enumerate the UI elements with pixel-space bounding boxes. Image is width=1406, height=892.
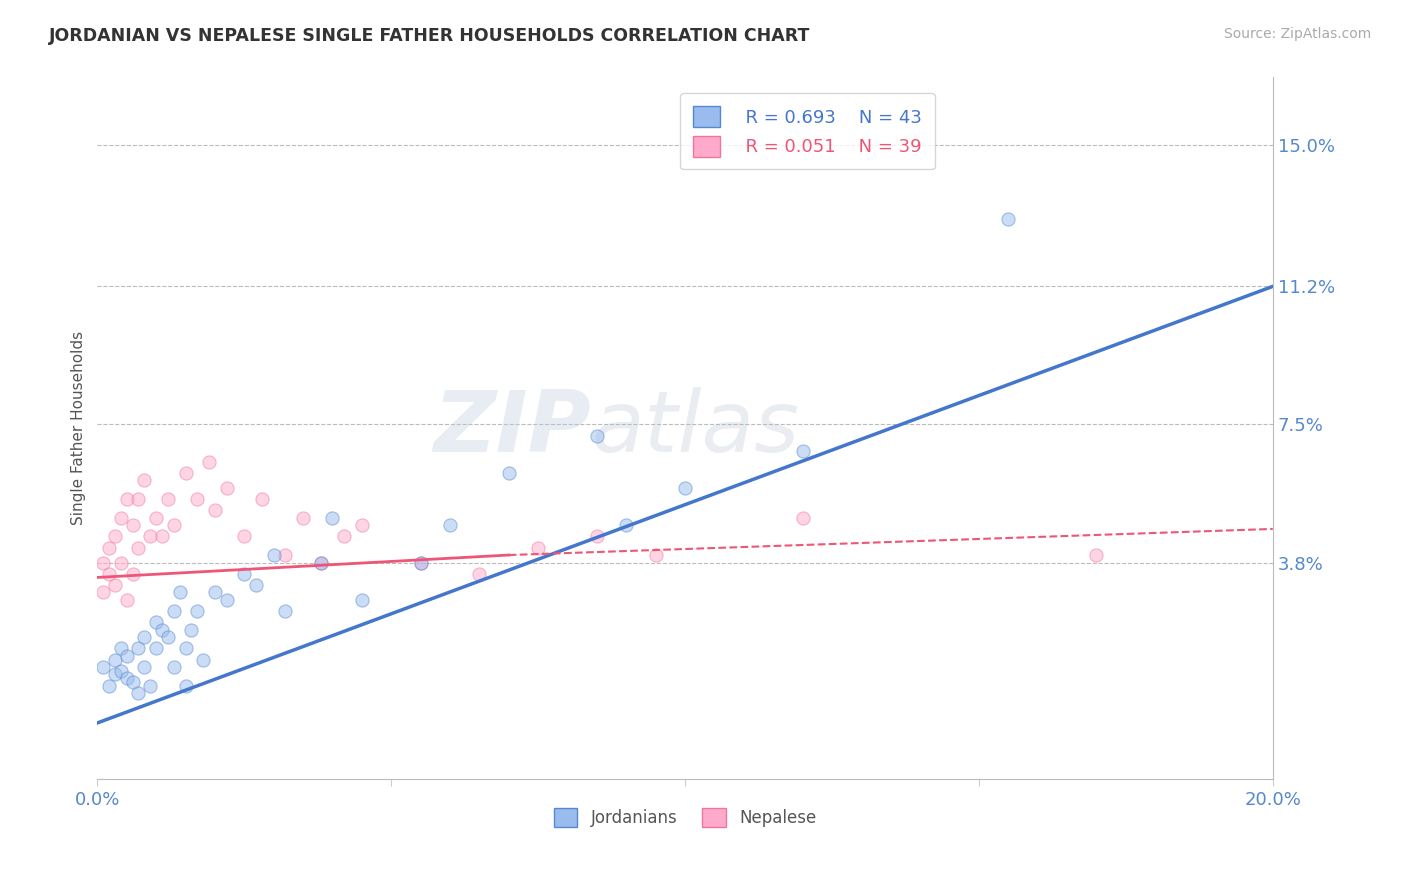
Point bbox=[527, 541, 550, 555]
Point bbox=[163, 518, 186, 533]
Point bbox=[156, 630, 179, 644]
Point bbox=[792, 510, 814, 524]
Point bbox=[586, 428, 609, 442]
Point bbox=[104, 652, 127, 666]
Point bbox=[292, 510, 315, 524]
Point bbox=[150, 529, 173, 543]
Point bbox=[115, 491, 138, 506]
Legend: Jordanians, Nepalese: Jordanians, Nepalese bbox=[547, 801, 823, 834]
Point bbox=[156, 491, 179, 506]
Point bbox=[145, 641, 167, 656]
Point bbox=[233, 529, 256, 543]
Point bbox=[121, 518, 143, 533]
Point bbox=[245, 578, 267, 592]
Point bbox=[274, 548, 297, 562]
Point bbox=[127, 491, 149, 506]
Point bbox=[110, 510, 132, 524]
Point bbox=[186, 604, 208, 618]
Point bbox=[104, 578, 127, 592]
Point bbox=[169, 585, 191, 599]
Text: atlas: atlas bbox=[591, 386, 799, 470]
Point bbox=[134, 474, 156, 488]
Point bbox=[127, 541, 149, 555]
Point bbox=[498, 466, 520, 480]
Point bbox=[127, 641, 149, 656]
Point bbox=[163, 604, 186, 618]
Point bbox=[321, 510, 343, 524]
Point bbox=[309, 556, 332, 570]
Point bbox=[98, 541, 121, 555]
Point bbox=[350, 518, 373, 533]
Point bbox=[191, 652, 214, 666]
Point bbox=[1085, 548, 1108, 562]
Point bbox=[127, 686, 149, 700]
Point bbox=[215, 481, 238, 495]
Point bbox=[468, 566, 491, 581]
Point bbox=[98, 566, 121, 581]
Point bbox=[333, 529, 356, 543]
Point bbox=[110, 664, 132, 678]
Point bbox=[174, 466, 197, 480]
Point bbox=[350, 592, 373, 607]
Point bbox=[439, 518, 461, 533]
Point bbox=[250, 491, 273, 506]
Point bbox=[180, 623, 202, 637]
Point bbox=[186, 491, 208, 506]
Point bbox=[121, 674, 143, 689]
Point bbox=[409, 556, 432, 570]
Point bbox=[614, 518, 637, 533]
Point bbox=[644, 548, 666, 562]
Point bbox=[204, 503, 226, 517]
Y-axis label: Single Father Households: Single Father Households bbox=[72, 331, 86, 525]
Point bbox=[110, 556, 132, 570]
Point bbox=[104, 667, 127, 681]
Point bbox=[150, 623, 173, 637]
Text: JORDANIAN VS NEPALESE SINGLE FATHER HOUSEHOLDS CORRELATION CHART: JORDANIAN VS NEPALESE SINGLE FATHER HOUS… bbox=[49, 27, 811, 45]
Point bbox=[115, 648, 138, 663]
Point bbox=[792, 443, 814, 458]
Point bbox=[139, 679, 162, 693]
Point bbox=[145, 510, 167, 524]
Point bbox=[309, 556, 332, 570]
Point bbox=[134, 660, 156, 674]
Text: Source: ZipAtlas.com: Source: ZipAtlas.com bbox=[1223, 27, 1371, 41]
Point bbox=[263, 548, 285, 562]
Point bbox=[409, 556, 432, 570]
Point bbox=[204, 585, 226, 599]
Point bbox=[673, 481, 696, 495]
Text: ZIP: ZIP bbox=[433, 386, 591, 470]
Point bbox=[997, 212, 1019, 227]
Point bbox=[115, 671, 138, 685]
Point bbox=[174, 641, 197, 656]
Point bbox=[104, 529, 127, 543]
Point bbox=[145, 615, 167, 630]
Point bbox=[215, 592, 238, 607]
Point bbox=[233, 566, 256, 581]
Point bbox=[139, 529, 162, 543]
Point bbox=[110, 641, 132, 656]
Point bbox=[586, 529, 609, 543]
Point bbox=[98, 679, 121, 693]
Point bbox=[91, 585, 114, 599]
Point bbox=[91, 556, 114, 570]
Point bbox=[274, 604, 297, 618]
Point bbox=[91, 660, 114, 674]
Point bbox=[134, 630, 156, 644]
Point bbox=[198, 455, 221, 469]
Point bbox=[121, 566, 143, 581]
Point bbox=[174, 679, 197, 693]
Point bbox=[163, 660, 186, 674]
Point bbox=[115, 592, 138, 607]
